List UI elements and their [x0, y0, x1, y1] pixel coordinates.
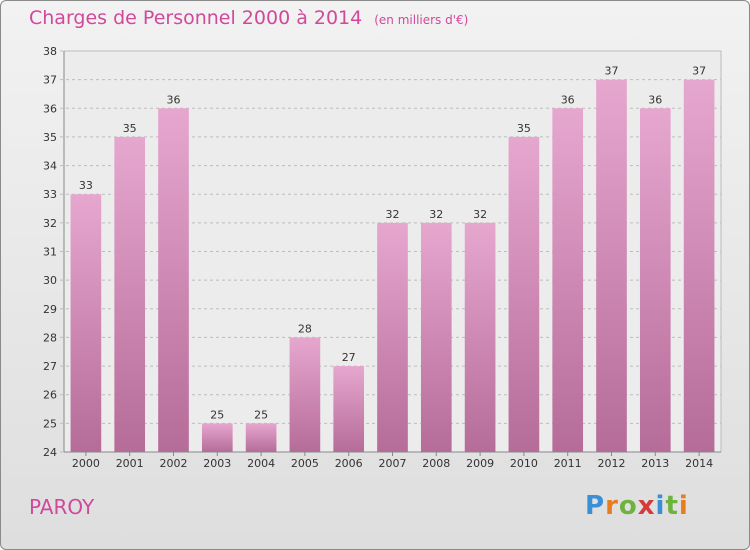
- data-label: 37: [605, 65, 619, 78]
- data-label: 36: [167, 93, 181, 106]
- y-tick-label: 34: [43, 160, 57, 173]
- data-label: 32: [473, 208, 487, 221]
- y-tick-label: 36: [43, 102, 57, 115]
- logo-letter: i: [678, 491, 689, 521]
- y-tick-label: 30: [43, 274, 57, 287]
- y-tick-label: 33: [43, 188, 57, 201]
- x-tick-label: 2011: [554, 457, 582, 470]
- y-tick-label: 29: [43, 303, 57, 316]
- x-tick-label: 2009: [466, 457, 494, 470]
- data-label: 36: [561, 93, 575, 106]
- y-tick-label: 24: [43, 446, 57, 459]
- x-tick-label: 2005: [291, 457, 319, 470]
- bar: [420, 222, 452, 452]
- x-tick-label: 2008: [422, 457, 450, 470]
- x-tick-label: 2006: [335, 457, 363, 470]
- x-tick-label: 2014: [685, 457, 713, 470]
- bar: [245, 423, 277, 452]
- data-label: 28: [298, 322, 312, 335]
- proxiti-logo: Proxiti: [585, 491, 689, 521]
- x-tick-label: 2002: [160, 457, 188, 470]
- y-tick-label: 27: [43, 360, 57, 373]
- x-tick-label: 2004: [247, 457, 275, 470]
- x-tick-label: 2013: [641, 457, 669, 470]
- chart-title: Charges de Personnel 2000 à 2014 (en mill…: [29, 7, 468, 29]
- logo-letter: i: [655, 491, 666, 521]
- y-tick-label: 37: [43, 74, 57, 87]
- data-label: 36: [648, 93, 662, 106]
- data-label: 35: [517, 122, 531, 135]
- chart-subtitle: (en milliers d'€): [374, 13, 469, 27]
- commune-name: PAROY: [29, 495, 95, 519]
- x-tick-label: 2010: [510, 457, 538, 470]
- y-tick-label: 35: [43, 131, 57, 144]
- data-label: 27: [342, 351, 356, 364]
- bar: [201, 423, 233, 452]
- data-label: 32: [386, 208, 400, 221]
- bar: [289, 337, 321, 452]
- y-tick-label: 31: [43, 246, 57, 259]
- y-tick-label: 32: [43, 217, 57, 230]
- data-label: 25: [254, 408, 268, 421]
- data-label: 32: [429, 208, 443, 221]
- bar: [158, 108, 189, 453]
- bar: [377, 222, 408, 452]
- bar: [552, 108, 584, 453]
- bar: [639, 108, 671, 453]
- x-tick-label: 2012: [598, 457, 626, 470]
- data-label: 35: [123, 122, 137, 135]
- y-tick-label: 25: [43, 417, 57, 430]
- logo-letter: x: [637, 491, 656, 521]
- logo-letter: t: [665, 491, 679, 521]
- y-tick-label: 26: [43, 389, 57, 402]
- data-label: 37: [692, 65, 706, 78]
- chart-title-text: Charges de Personnel 2000 à 2014: [29, 7, 363, 29]
- x-tick-label: 2001: [116, 457, 144, 470]
- bar: [114, 136, 146, 452]
- data-label: 33: [79, 179, 93, 192]
- y-tick-label: 38: [43, 45, 57, 58]
- bar: [333, 366, 365, 452]
- logo-letter: P: [585, 491, 606, 521]
- bar: [683, 79, 715, 453]
- y-tick-label: 28: [43, 331, 57, 344]
- x-tick-label: 2000: [72, 457, 100, 470]
- bar: [596, 79, 627, 453]
- logo-letter: r: [605, 491, 619, 521]
- data-label: 25: [210, 408, 224, 421]
- x-tick-label: 2003: [203, 457, 231, 470]
- bar: [464, 222, 496, 452]
- bar: [70, 194, 102, 452]
- logo-letter: o: [618, 491, 638, 521]
- x-tick-label: 2007: [379, 457, 407, 470]
- bar: [508, 136, 540, 452]
